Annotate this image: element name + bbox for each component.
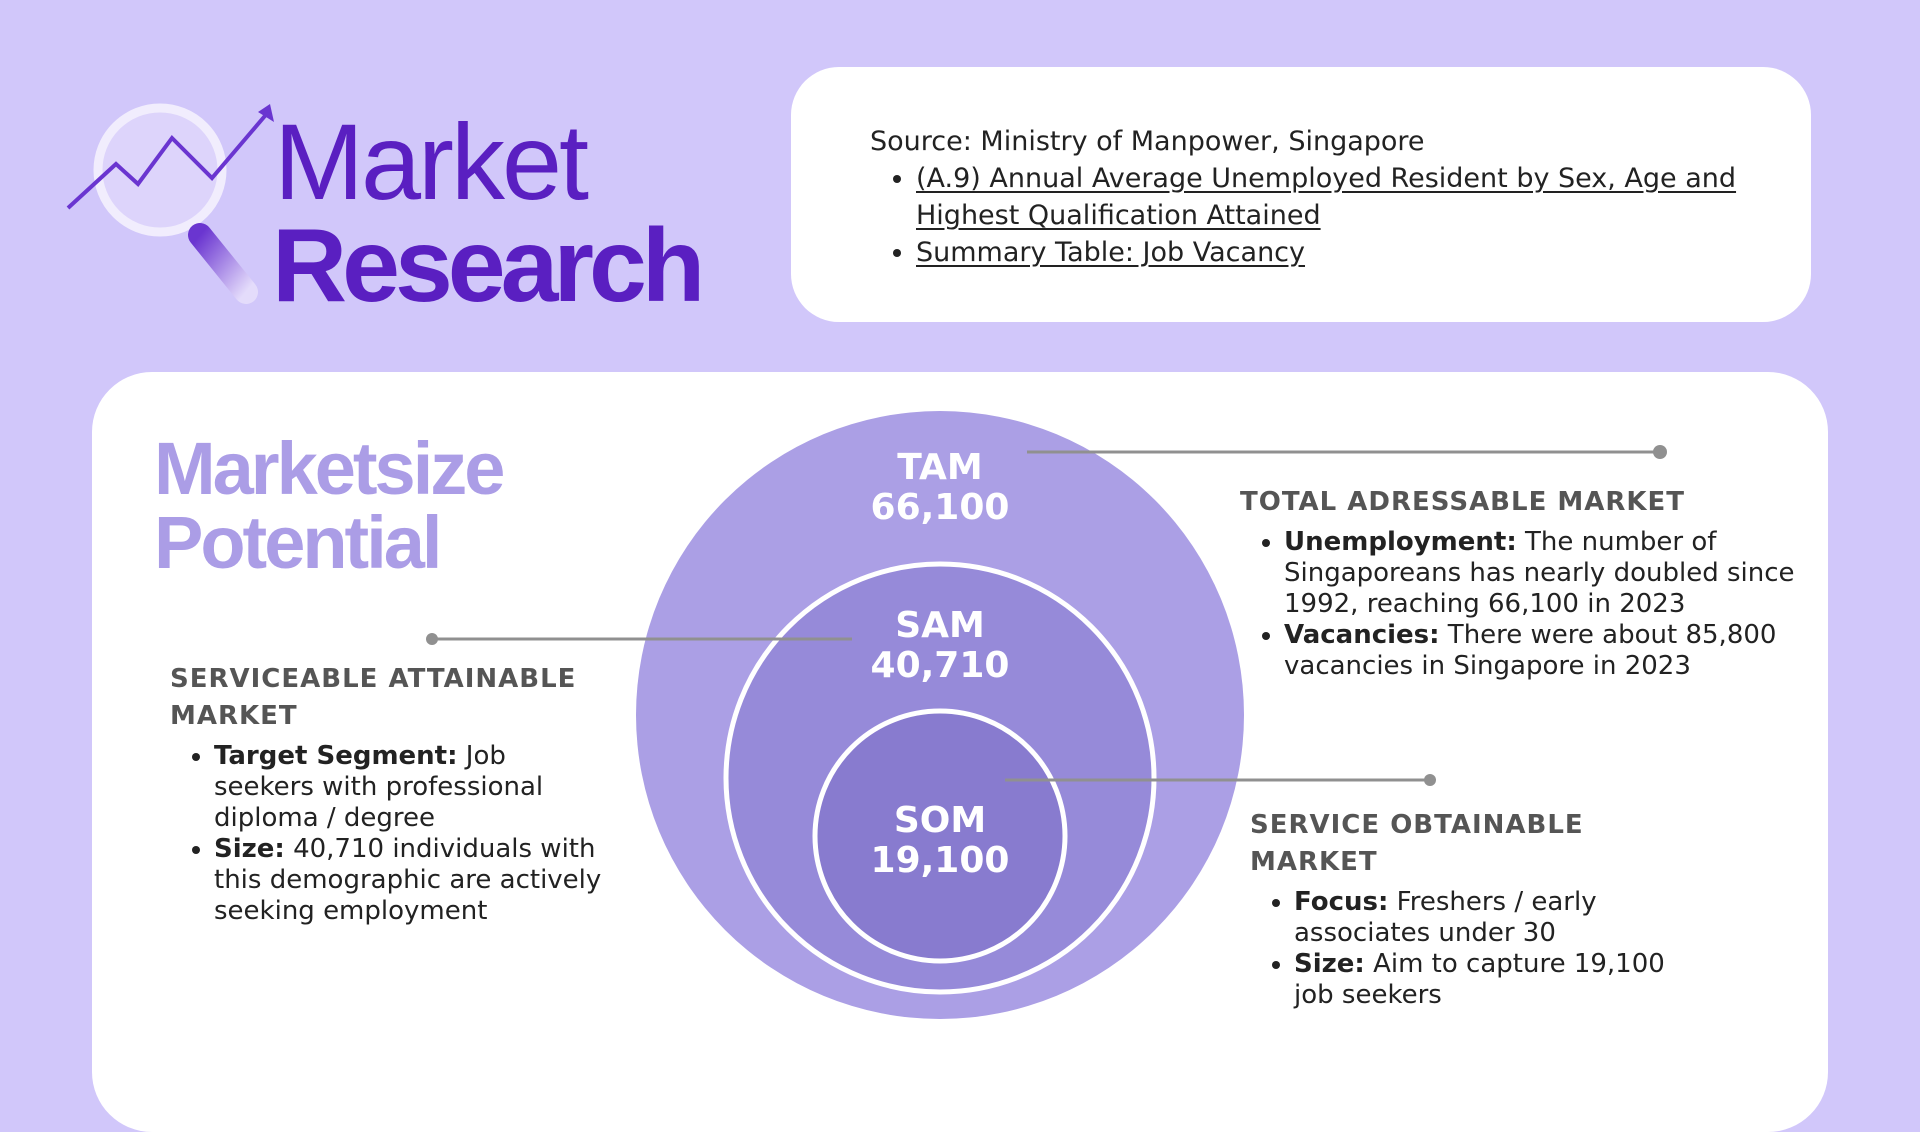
section-title-line1: Marketsize: [154, 427, 505, 510]
sam-info-list: Target Segment: Job seekers with profess…: [170, 741, 610, 927]
sam-label-name: SAM: [895, 605, 985, 646]
magnifier-chart-icon: [66, 103, 274, 304]
sam-info-text: Job seekers with professional diploma / …: [214, 741, 544, 833]
tam-label: TAM 66,100: [790, 448, 1090, 528]
tam-info-list: Unemployment: The number of Singaporeans…: [1240, 527, 1800, 682]
source-heading: Source: Ministry of Manpower, Singapore: [870, 126, 1425, 157]
tam-label-value: 66,100: [870, 487, 1010, 528]
source-link-list: (A.9) Annual Average Unemployed Resident…: [870, 160, 1770, 271]
sam-info-term: Target Segment:: [214, 741, 458, 771]
source-link-unemployment[interactable]: (A.9) Annual Average Unemployed Resident…: [916, 160, 1770, 234]
section-title-line2: Potential: [154, 501, 442, 584]
sam-label: SAM 40,710: [790, 606, 1090, 686]
sam-info-item: Target Segment: Job seekers with profess…: [214, 741, 610, 834]
tam-info-item: Unemployment: The number of Singaporeans…: [1284, 527, 1800, 620]
sam-connector-dot: [426, 633, 438, 645]
tam-info-text: The number of Singaporeans has nearly do…: [1284, 527, 1795, 619]
sam-info-term: Size:: [214, 834, 285, 864]
som-label: SOM 19,100: [790, 801, 1090, 881]
sam-info-text: 40,710 individuals with this demographic…: [214, 834, 602, 926]
tam-sam-som-diagram: [426, 411, 1667, 1019]
sam-info-item: Size: 40,710 individuals with this demog…: [214, 834, 610, 927]
som-info-text: Aim to capture 19,100 job seekers: [1294, 949, 1665, 1010]
source-block: Source: Ministry of Manpower, Singapore …: [870, 123, 1770, 271]
sam-info-heading: SERVICEABLE ATTAINABLE MARKET: [170, 664, 577, 731]
tam-info-item: Vacancies: There were about 85,800 vacan…: [1284, 620, 1800, 682]
som-info-item: Focus: Freshers / early associates under…: [1294, 887, 1690, 949]
som-label-name: SOM: [893, 800, 987, 841]
som-circle: [812, 708, 1068, 964]
title-research: Research: [272, 208, 705, 324]
tam-info-term: Unemployment:: [1284, 527, 1517, 557]
source-link-job-vacancy[interactable]: Summary Table: Job Vacancy: [916, 234, 1770, 271]
sam-label-value: 40,710: [870, 645, 1010, 686]
som-info: SERVICE OBTAINABLE MARKET Focus: Fresher…: [1250, 807, 1690, 1011]
section-title: Marketsize Potential: [154, 427, 505, 584]
title-market: Market: [274, 101, 589, 222]
som-label-value: 19,100: [870, 840, 1010, 881]
tam-connector-dot: [1653, 445, 1667, 459]
som-info-list: Focus: Freshers / early associates under…: [1250, 887, 1690, 1011]
som-info-term: Size:: [1294, 949, 1365, 979]
tam-info-heading: TOTAL ADRESSABLE MARKET: [1240, 487, 1686, 517]
som-info-heading: SERVICE OBTAINABLE MARKET: [1250, 810, 1584, 877]
tam-info-text: There were about 85,800 vacancies in Sin…: [1284, 620, 1777, 681]
som-info-item: Size: Aim to capture 19,100 job seekers: [1294, 949, 1690, 1011]
tam-info-term: Vacancies:: [1284, 620, 1440, 650]
som-connector-dot: [1424, 774, 1436, 786]
sam-info: SERVICEABLE ATTAINABLE MARKET Target Seg…: [170, 661, 610, 927]
som-info-term: Focus:: [1294, 887, 1389, 917]
tam-label-name: TAM: [897, 447, 983, 488]
som-info-text: Freshers / early associates under 30: [1294, 887, 1597, 948]
tam-info: TOTAL ADRESSABLE MARKET Unemployment: Th…: [1240, 484, 1800, 682]
source-card: [791, 67, 1811, 322]
